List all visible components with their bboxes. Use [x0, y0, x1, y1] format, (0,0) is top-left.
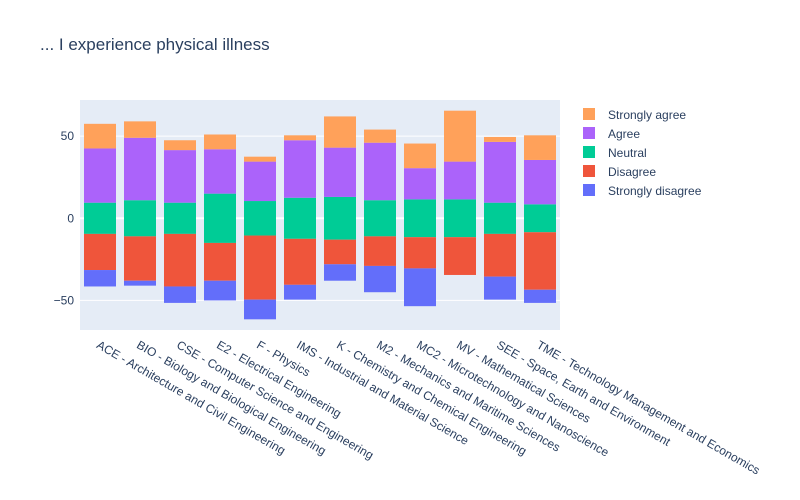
legend-label: Agree	[608, 127, 640, 141]
legend-item[interactable]: Disagree	[583, 165, 656, 179]
bar-strongly-disagree[interactable]	[364, 265, 396, 293]
gridlines	[80, 135, 560, 301]
chart-title: ... I experience physical illness	[40, 35, 270, 54]
legend-label: Neutral	[608, 146, 647, 160]
bar-disagree[interactable]	[284, 238, 316, 285]
bar-disagree[interactable]	[164, 233, 196, 287]
bar-strongly-agree[interactable]	[444, 110, 476, 162]
bar-strongly-disagree[interactable]	[284, 284, 316, 300]
bar-neutral[interactable]	[204, 193, 236, 243]
bar-agree[interactable]	[204, 149, 236, 194]
y-tick-label: 50	[61, 129, 75, 143]
legend-item[interactable]: Strongly disagree	[583, 184, 702, 198]
legend-item[interactable]: Neutral	[583, 146, 647, 160]
legend-label: Strongly agree	[608, 108, 686, 122]
bar-strongly-agree[interactable]	[284, 135, 316, 141]
bar-strongly-agree[interactable]	[244, 156, 276, 162]
bar-agree[interactable]	[524, 159, 556, 205]
bar-strongly-agree[interactable]	[484, 136, 516, 142]
bar-agree[interactable]	[84, 148, 116, 203]
bar-disagree[interactable]	[204, 242, 236, 281]
bar-disagree[interactable]	[324, 239, 356, 265]
bar-neutral[interactable]	[524, 204, 556, 233]
bar-disagree[interactable]	[484, 233, 516, 277]
bar-strongly-disagree[interactable]	[324, 264, 356, 281]
bar-agree[interactable]	[164, 150, 196, 203]
bar-strongly-disagree[interactable]	[524, 289, 556, 303]
bar-neutral[interactable]	[84, 202, 116, 234]
legend-swatch	[583, 127, 595, 139]
bar-neutral[interactable]	[364, 200, 396, 237]
bar-neutral[interactable]	[484, 202, 516, 234]
y-axis-ticks: −50 0 50	[54, 129, 75, 307]
x-axis-ticks: ACE - Architecture and Civil Engineering…	[94, 338, 762, 478]
bar-disagree[interactable]	[524, 232, 556, 290]
legend-swatch	[583, 184, 595, 196]
plot-area	[80, 100, 560, 330]
bar-neutral[interactable]	[124, 200, 156, 237]
bar-agree[interactable]	[404, 168, 436, 200]
y-tick-label: 0	[67, 211, 74, 225]
legend-swatch	[583, 146, 595, 158]
bar-neutral[interactable]	[164, 202, 196, 234]
bar-strongly-agree[interactable]	[124, 121, 156, 138]
legend-label: Disagree	[608, 165, 656, 179]
bar-disagree[interactable]	[444, 237, 476, 275]
bar-strongly-disagree[interactable]	[84, 270, 116, 287]
bar-strongly-disagree[interactable]	[164, 286, 196, 303]
bar-disagree[interactable]	[244, 235, 276, 300]
bar-strongly-agree[interactable]	[404, 143, 436, 169]
bar-agree[interactable]	[364, 142, 396, 201]
legend-item[interactable]: Strongly agree	[583, 108, 686, 122]
legend-swatch	[583, 165, 595, 177]
bar-agree[interactable]	[124, 137, 156, 201]
bar-strongly-disagree[interactable]	[484, 276, 516, 300]
bar-agree[interactable]	[244, 161, 276, 202]
bar-neutral[interactable]	[284, 197, 316, 239]
bars	[84, 110, 556, 320]
legend-item[interactable]: Agree	[583, 127, 640, 141]
legend-swatch	[583, 108, 595, 120]
bar-strongly-disagree[interactable]	[404, 268, 436, 307]
bar-disagree[interactable]	[124, 236, 156, 281]
bar-disagree[interactable]	[84, 233, 116, 271]
legend[interactable]: Strongly agree Agree Neutral Disagree Strong…	[583, 108, 702, 198]
bar-neutral[interactable]	[404, 199, 436, 238]
legend-label: Strongly disagree	[608, 184, 702, 198]
bar-strongly-disagree[interactable]	[124, 280, 156, 286]
bar-strongly-disagree[interactable]	[244, 299, 276, 320]
bar-agree[interactable]	[484, 141, 516, 203]
bar-strongly-agree[interactable]	[164, 140, 196, 151]
bar-disagree[interactable]	[404, 237, 436, 269]
bar-strongly-agree[interactable]	[524, 135, 556, 160]
bar-disagree[interactable]	[364, 236, 396, 266]
bar-strongly-agree[interactable]	[84, 123, 116, 149]
y-tick-label: −50	[54, 293, 75, 307]
bar-strongly-agree[interactable]	[324, 116, 356, 148]
bar-neutral[interactable]	[324, 196, 356, 240]
bar-neutral[interactable]	[444, 199, 476, 238]
bar-strongly-agree[interactable]	[364, 129, 396, 143]
bar-agree[interactable]	[324, 147, 356, 197]
bar-agree[interactable]	[284, 140, 316, 198]
bar-neutral[interactable]	[244, 201, 276, 236]
bar-strongly-disagree[interactable]	[204, 280, 236, 301]
bar-agree[interactable]	[444, 161, 476, 200]
bar-strongly-agree[interactable]	[204, 134, 236, 150]
